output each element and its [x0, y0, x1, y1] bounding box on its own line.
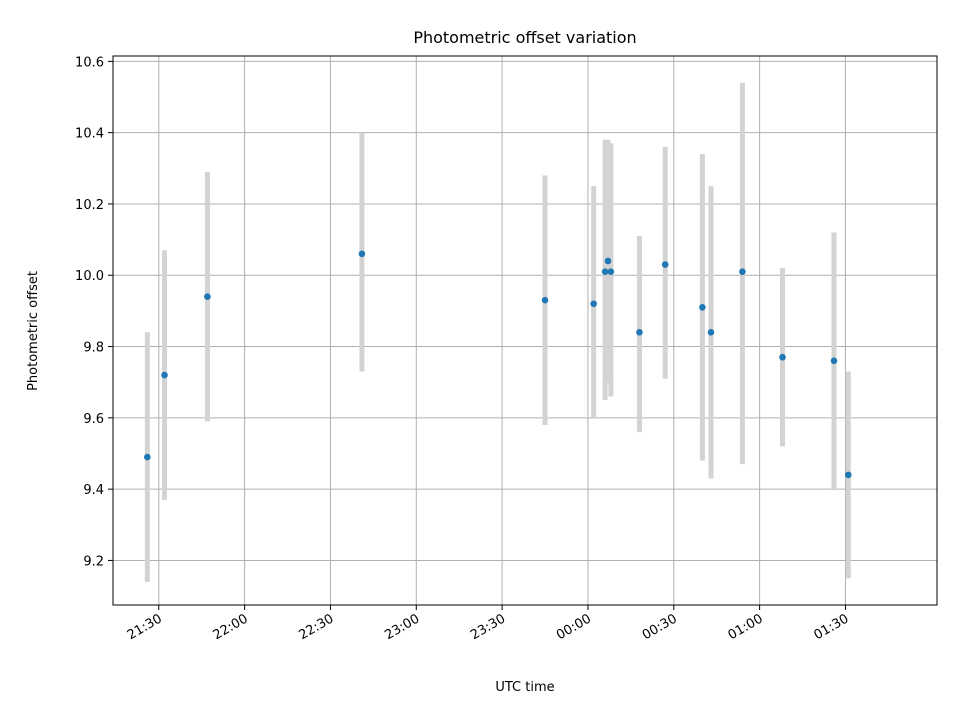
- data-point: [607, 268, 615, 275]
- y-tick-label: 10.0: [75, 269, 104, 284]
- y-tick-label: 9.6: [83, 412, 104, 427]
- data-point: [739, 268, 746, 275]
- y-tick-label: 9.8: [83, 341, 104, 356]
- y-tick-label: 9.4: [83, 483, 104, 498]
- data-point: [601, 268, 609, 275]
- data-point: [161, 371, 168, 379]
- data-point: [845, 471, 852, 479]
- x-axis-label: UTC time: [495, 680, 554, 695]
- data-point: [779, 353, 786, 361]
- data-point: [661, 261, 669, 268]
- data-point: [204, 293, 211, 300]
- data-point: [699, 304, 706, 311]
- y-tick-label: 10.2: [75, 198, 104, 213]
- data-point: [604, 257, 612, 265]
- data-point: [707, 328, 715, 336]
- data-points: [144, 250, 852, 479]
- plot-frame: [112, 55, 938, 606]
- data-point: [830, 357, 838, 365]
- y-tick-label: 9.2: [83, 554, 104, 569]
- y-tick-label: 10.4: [75, 127, 104, 142]
- y-axis-label: Photometric offset: [26, 271, 41, 391]
- data-point: [590, 300, 597, 308]
- data-point: [636, 328, 643, 336]
- chart-title: Photometric offset variation: [413, 28, 636, 47]
- y-tick-label: 10.6: [75, 55, 104, 70]
- data-point: [541, 296, 549, 304]
- data-point: [358, 250, 366, 258]
- y-axis: 9.2 9.4 9.6 9.8 10.0 10.2 10.4 10.6: [75, 55, 113, 569]
- grid: [113, 56, 937, 605]
- data-point: [144, 453, 151, 461]
